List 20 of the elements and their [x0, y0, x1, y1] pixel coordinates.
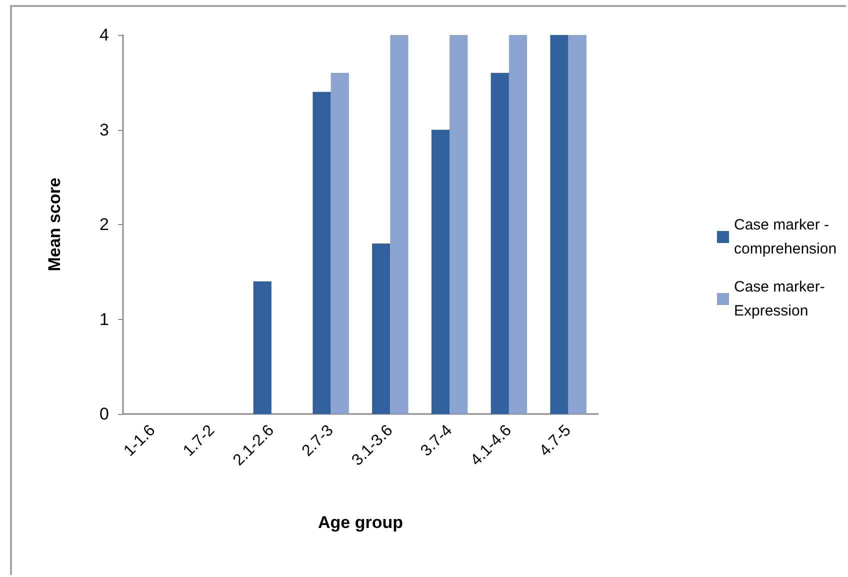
y-axis-title: Mean score [45, 178, 64, 272]
bar [431, 130, 450, 414]
bar [390, 35, 408, 414]
bar [372, 243, 390, 414]
y-tick-label: 2 [100, 215, 109, 234]
y-tick-label: 3 [100, 120, 109, 140]
legend-label: Case marker - comprehension [734, 216, 837, 258]
bar [450, 35, 468, 414]
y-tick-label: 1 [100, 310, 109, 329]
x-axis-title: Age group [318, 513, 403, 532]
bar [568, 35, 586, 414]
bar [312, 92, 331, 414]
legend-label: Case marker- Expression [734, 278, 830, 320]
bar [508, 35, 528, 414]
bar [330, 72, 349, 414]
y-tick-label: 0 [100, 404, 109, 424]
bar [490, 72, 509, 414]
bar [550, 35, 568, 414]
bar [253, 281, 272, 414]
y-tick-label: 4 [100, 26, 109, 44]
